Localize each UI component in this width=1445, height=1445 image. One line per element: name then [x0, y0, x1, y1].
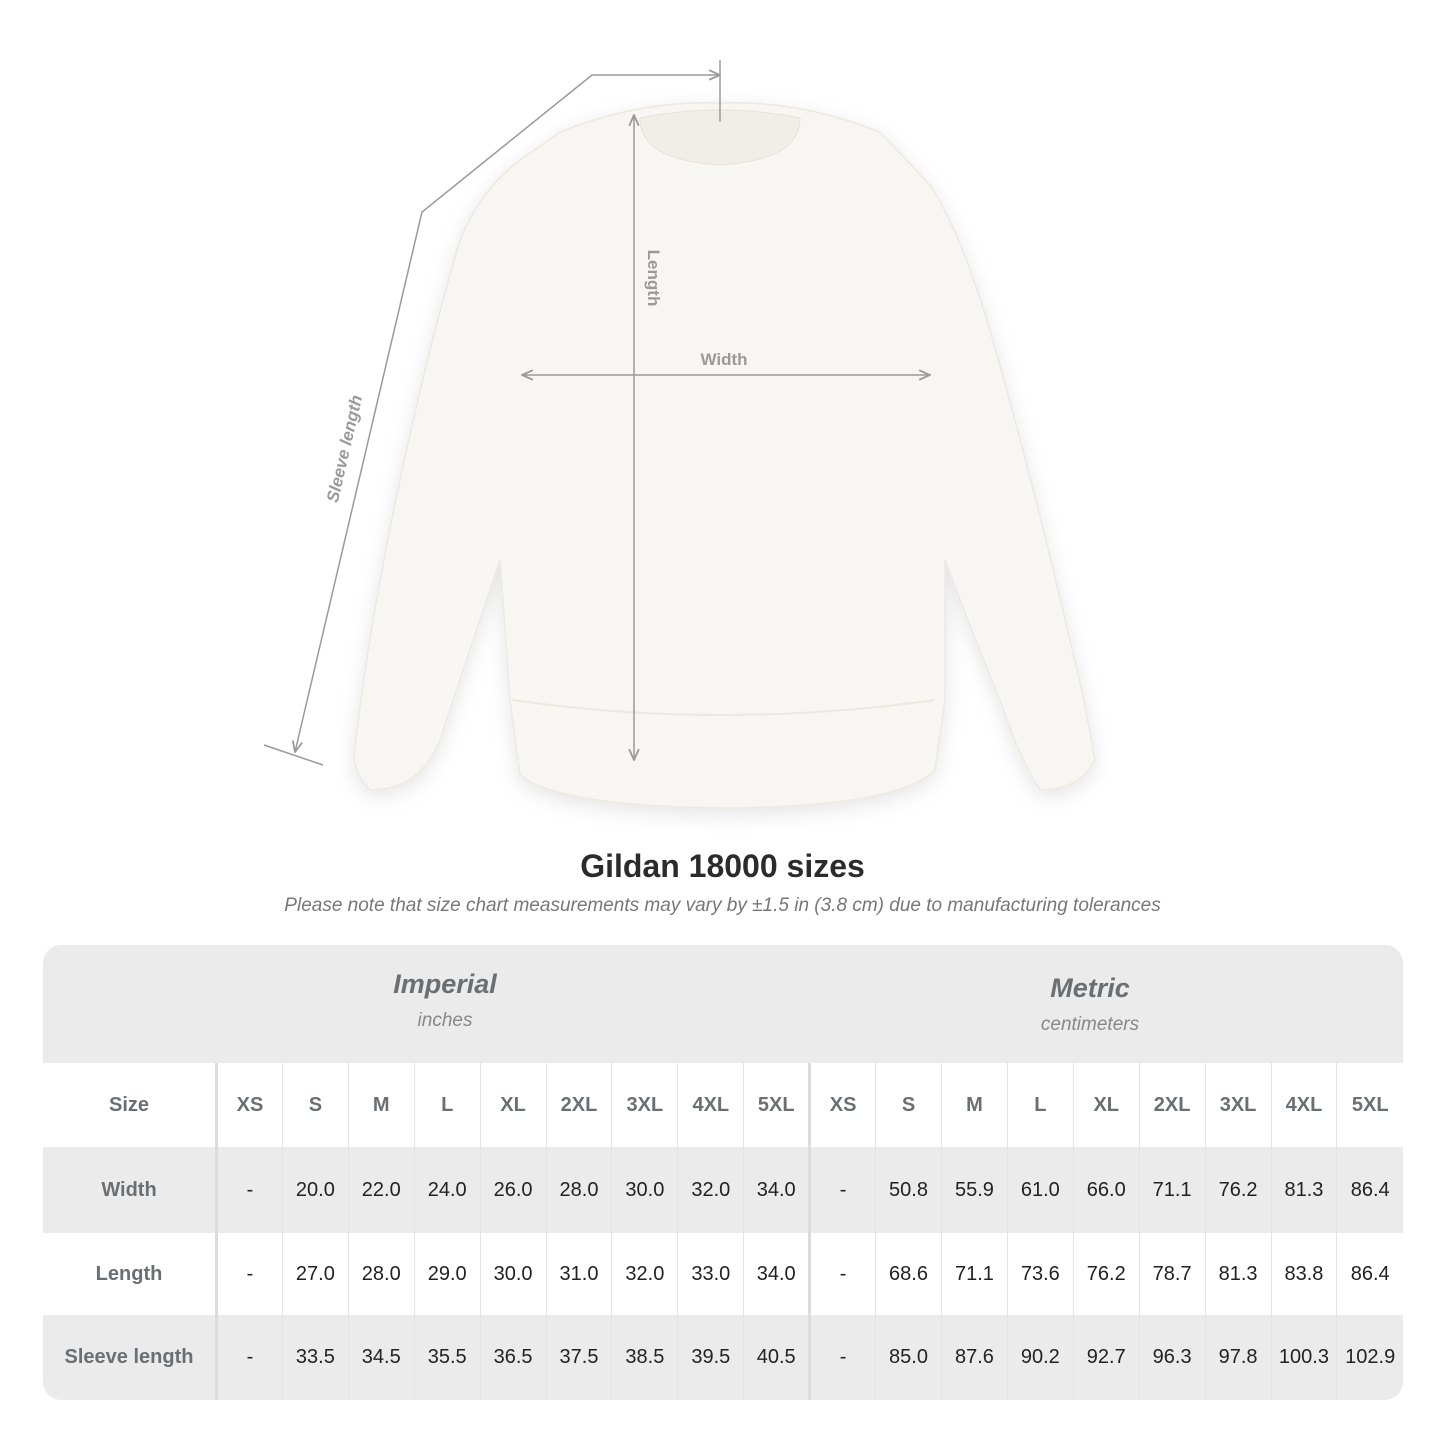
imperial-value-cell: 28.0	[545, 1147, 612, 1233]
imperial-value-cell: 30.0	[479, 1233, 547, 1315]
metric-value-cell: 86.4	[1336, 1233, 1403, 1315]
metric-value-cell: 102.9	[1336, 1315, 1403, 1400]
imperial-value-cell: 40.5	[743, 1315, 810, 1400]
imperial-size-2xl: 2XL	[545, 1063, 612, 1147]
metric-value-cell: 61.0	[1006, 1147, 1074, 1233]
imperial-value-cell: 26.0	[479, 1147, 547, 1233]
chart-title: Gildan 18000 sizes	[580, 848, 865, 884]
imperial-value-cell: -	[216, 1233, 283, 1315]
imperial-size-xs: XS	[216, 1063, 283, 1147]
metric-header: Metric centimeters	[810, 973, 1370, 1036]
metric-value-cell: 50.8	[875, 1147, 942, 1233]
imperial-value-cell: 28.0	[347, 1233, 415, 1315]
imperial-value-cell: 32.0	[677, 1147, 744, 1233]
table-system-header: Imperial inches Metric centimeters	[43, 945, 1403, 1063]
imperial-value-cell: 24.0	[413, 1147, 481, 1233]
imperial-size-s: S	[281, 1063, 349, 1147]
imperial-size-m: M	[347, 1063, 415, 1147]
metric-value-cell: 76.2	[1204, 1147, 1271, 1233]
metric-value-cell: 87.6	[940, 1315, 1008, 1400]
metric-size-s: S	[875, 1063, 942, 1147]
metric-value-cell: 73.6	[1006, 1233, 1074, 1315]
metric-value-cell: 97.8	[1204, 1315, 1271, 1400]
imperial-size-3xl: 3XL	[611, 1063, 678, 1147]
imperial-value-cell: 33.0	[677, 1233, 744, 1315]
metric-value-cell: 66.0	[1072, 1147, 1140, 1233]
sweatshirt-image	[353, 101, 1096, 809]
imperial-value-cell: 22.0	[347, 1147, 415, 1233]
metric-title: Metric	[1050, 973, 1130, 1003]
size-table: Size XS S M L XL 2XL 3XL 4XL 5XL XS S M L XL 2XL 3XL 4XL 5…	[43, 1063, 1403, 1400]
imperial-value-cell: 39.5	[677, 1315, 744, 1400]
metric-value-cell: 78.7	[1138, 1233, 1206, 1315]
metric-size-4xl: 4XL	[1270, 1063, 1337, 1147]
table-row: Sleeve length -33.5 34.5 35.5 36.5 37.5 38.5 39…	[43, 1315, 1403, 1400]
tolerance-note: Please note that size chart measurements…	[284, 895, 1161, 916]
metric-value-cell: -	[808, 1315, 876, 1400]
size-header: Size	[43, 1063, 218, 1147]
imperial-value-cell: 34.0	[743, 1147, 810, 1233]
metric-size-m: M	[940, 1063, 1008, 1147]
row-label: Sleeve length	[43, 1315, 218, 1400]
row-label: Width	[43, 1147, 218, 1233]
imperial-value-cell: 38.5	[611, 1315, 678, 1400]
table-row: Length -27.0 28.0 29.0 30.0 31.0 32.0 33.0 34.0-…	[43, 1233, 1403, 1315]
metric-size-xs: XS	[808, 1063, 876, 1147]
metric-unit: centimeters	[1040, 1014, 1140, 1035]
metric-value-cell: 86.4	[1336, 1147, 1403, 1233]
imperial-unit: inches	[417, 1010, 473, 1031]
metric-value-cell: 55.9	[940, 1147, 1008, 1233]
table-row: Width -20.0 22.0 24.0 26.0 28.0 30.0 32.0 34.0-5…	[43, 1147, 1403, 1233]
metric-value-cell: 71.1	[940, 1233, 1008, 1315]
metric-size-l: L	[1006, 1063, 1074, 1147]
metric-value-cell: 96.3	[1138, 1315, 1206, 1400]
imperial-header: Imperial inches	[215, 969, 675, 1032]
imperial-value-cell: 20.0	[281, 1147, 349, 1233]
size-table-card: Imperial inches Metric centimeters Size X…	[43, 945, 1403, 1400]
metric-value-cell: 100.3	[1270, 1315, 1337, 1400]
row-label: Length	[43, 1233, 218, 1315]
table-header-row: Size XS S M L XL 2XL 3XL 4XL 5XL XS S M L XL 2XL 3XL 4XL 5…	[43, 1063, 1403, 1147]
imperial-value-cell: 33.5	[281, 1315, 349, 1400]
imperial-size-4xl: 4XL	[677, 1063, 744, 1147]
metric-value-cell: 92.7	[1072, 1315, 1140, 1400]
length-label: Length	[644, 250, 663, 307]
sweatshirt-diagram: Length Width Sleeve length	[263, 60, 1096, 809]
metric-value-cell: 76.2	[1072, 1233, 1140, 1315]
imperial-value-cell: 31.0	[545, 1233, 612, 1315]
metric-value-cell: 81.3	[1204, 1233, 1271, 1315]
sweatshirt-body	[353, 101, 1096, 809]
imperial-value-cell: 34.5	[347, 1315, 415, 1400]
metric-value-cell: 81.3	[1270, 1147, 1337, 1233]
imperial-title: Imperial	[393, 969, 497, 999]
imperial-value-cell: 36.5	[479, 1315, 547, 1400]
measurement-lines	[263, 60, 930, 766]
metric-value-cell: -	[808, 1233, 876, 1315]
metric-size-2xl: 2XL	[1138, 1063, 1206, 1147]
width-label: Width	[700, 350, 747, 369]
imperial-value-cell: 30.0	[611, 1147, 678, 1233]
metric-value-cell: 85.0	[875, 1315, 942, 1400]
metric-value-cell: 83.8	[1270, 1233, 1337, 1315]
imperial-size-xl: XL	[479, 1063, 547, 1147]
imperial-value-cell: -	[216, 1315, 283, 1400]
imperial-value-cell: 32.0	[611, 1233, 678, 1315]
sleeve-length-label: Sleeve length	[323, 393, 366, 504]
metric-size-5xl: 5XL	[1336, 1063, 1403, 1147]
metric-value-cell: 68.6	[875, 1233, 942, 1315]
metric-size-3xl: 3XL	[1204, 1063, 1271, 1147]
imperial-size-5xl: 5XL	[743, 1063, 810, 1147]
metric-value-cell: 90.2	[1006, 1315, 1074, 1400]
imperial-value-cell: 29.0	[413, 1233, 481, 1315]
metric-size-xl: XL	[1072, 1063, 1140, 1147]
metric-value-cell: -	[808, 1147, 876, 1233]
metric-value-cell: 71.1	[1138, 1147, 1206, 1233]
imperial-value-cell: 37.5	[545, 1315, 612, 1400]
imperial-value-cell: 34.0	[743, 1233, 810, 1315]
imperial-value-cell: 27.0	[281, 1233, 349, 1315]
imperial-value-cell: 35.5	[413, 1315, 481, 1400]
imperial-value-cell: -	[216, 1147, 283, 1233]
imperial-size-l: L	[413, 1063, 481, 1147]
